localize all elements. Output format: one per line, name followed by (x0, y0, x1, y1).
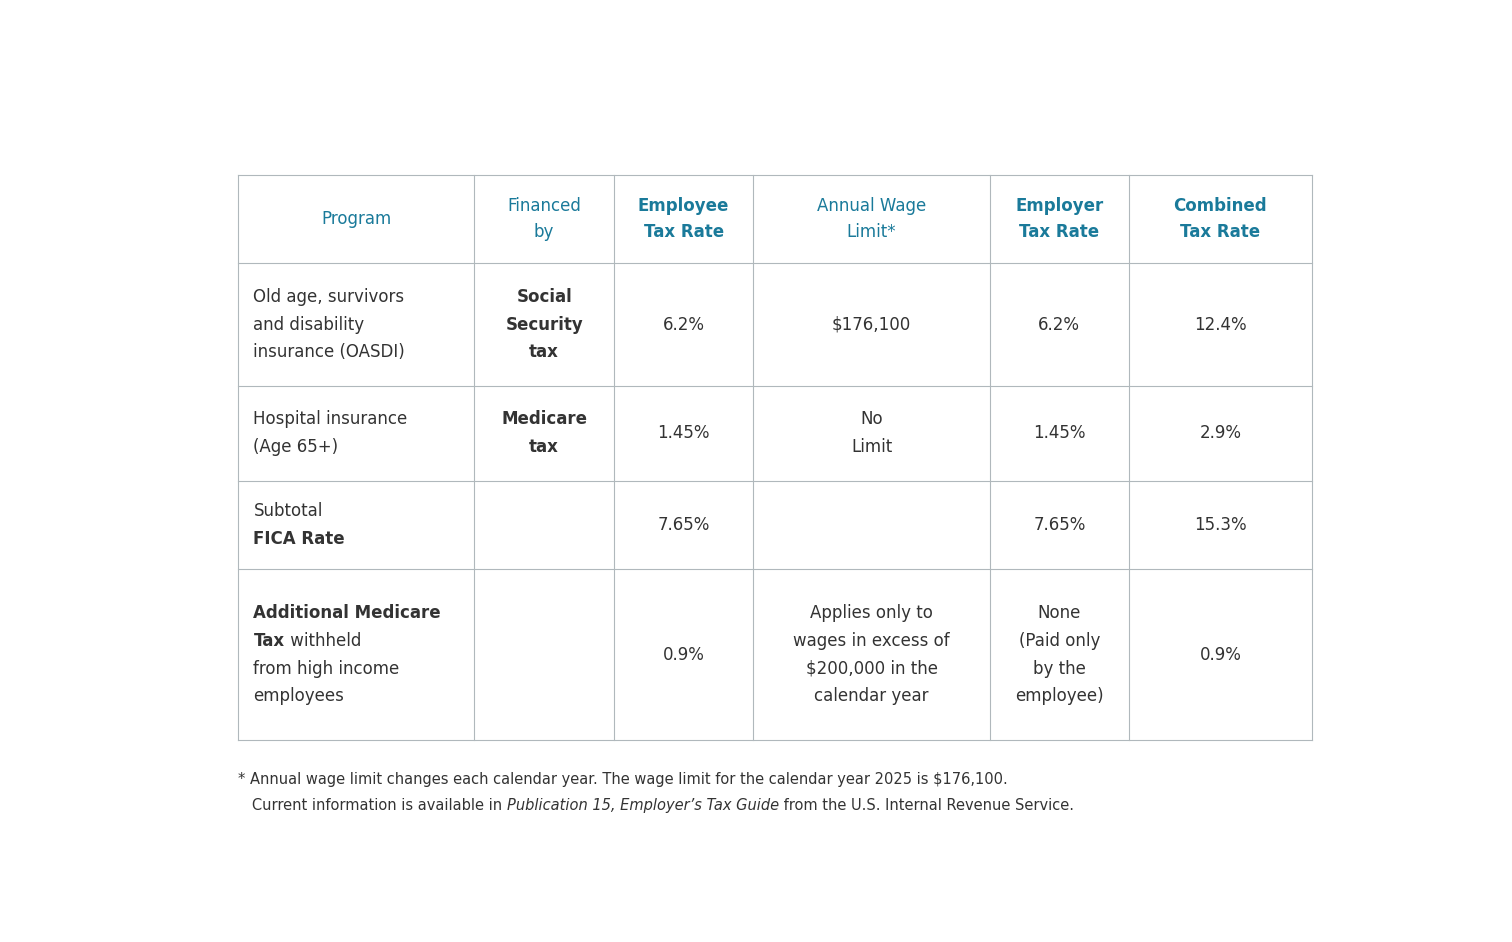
Text: 6.2%: 6.2% (1039, 316, 1081, 333)
Text: insurance (OASDI): insurance (OASDI) (254, 343, 405, 361)
Text: Current information is available in: Current information is available in (239, 799, 507, 814)
Text: employee): employee) (1015, 687, 1104, 706)
Text: Limit: Limit (851, 438, 892, 456)
Text: Employer
Tax Rate: Employer Tax Rate (1015, 197, 1104, 241)
Text: $200,000 in the: $200,000 in the (806, 659, 937, 677)
Text: by the: by the (1033, 659, 1086, 677)
Text: tax: tax (529, 343, 559, 361)
Text: 0.9%: 0.9% (662, 646, 705, 664)
Text: No: No (860, 411, 883, 429)
Text: 15.3%: 15.3% (1194, 516, 1247, 534)
Text: 12.4%: 12.4% (1194, 316, 1247, 333)
Text: (Paid only: (Paid only (1019, 632, 1101, 650)
Text: withheld: withheld (284, 632, 361, 650)
Text: 1.45%: 1.45% (658, 424, 711, 442)
Text: and disability: and disability (254, 316, 364, 333)
Text: wages in excess of: wages in excess of (794, 632, 950, 650)
Text: Medicare: Medicare (500, 411, 587, 429)
Text: Program: Program (321, 210, 392, 228)
Text: from high income: from high income (254, 659, 399, 677)
Text: Additional Medicare: Additional Medicare (254, 605, 442, 623)
Text: Subtotal: Subtotal (254, 502, 324, 520)
Text: Tax: Tax (254, 632, 284, 650)
Text: FICA Rate: FICA Rate (254, 529, 345, 547)
Text: 0.9%: 0.9% (1199, 646, 1241, 664)
Text: 7.65%: 7.65% (658, 516, 709, 534)
Text: Annual Wage
Limit*: Annual Wage Limit* (816, 197, 927, 241)
Text: Employee
Tax Rate: Employee Tax Rate (638, 197, 729, 241)
Text: Applies only to: Applies only to (810, 605, 933, 623)
Text: calendar year: calendar year (815, 687, 928, 706)
Text: tax: tax (529, 438, 559, 456)
Text: None: None (1037, 605, 1081, 623)
Text: 6.2%: 6.2% (662, 316, 705, 333)
Text: 1.45%: 1.45% (1033, 424, 1086, 442)
Text: Publication 15, Employer’s Tax Guide: Publication 15, Employer’s Tax Guide (507, 799, 779, 814)
Text: Combined
Tax Rate: Combined Tax Rate (1173, 197, 1267, 241)
Text: employees: employees (254, 687, 345, 706)
Text: 7.65%: 7.65% (1033, 516, 1086, 534)
Text: Financed
by: Financed by (507, 197, 581, 241)
Text: Security: Security (505, 316, 584, 333)
Text: Hospital insurance: Hospital insurance (254, 411, 408, 429)
Text: 2.9%: 2.9% (1199, 424, 1241, 442)
Text: from the U.S. Internal Revenue Service.: from the U.S. Internal Revenue Service. (779, 799, 1074, 814)
Text: Social: Social (516, 288, 572, 306)
Text: * Annual wage limit changes each calendar year. The wage limit for the calendar : * Annual wage limit changes each calenda… (239, 771, 1009, 787)
Text: $176,100: $176,100 (832, 316, 912, 333)
Text: (Age 65+): (Age 65+) (254, 438, 339, 456)
Text: Old age, survivors: Old age, survivors (254, 288, 405, 306)
